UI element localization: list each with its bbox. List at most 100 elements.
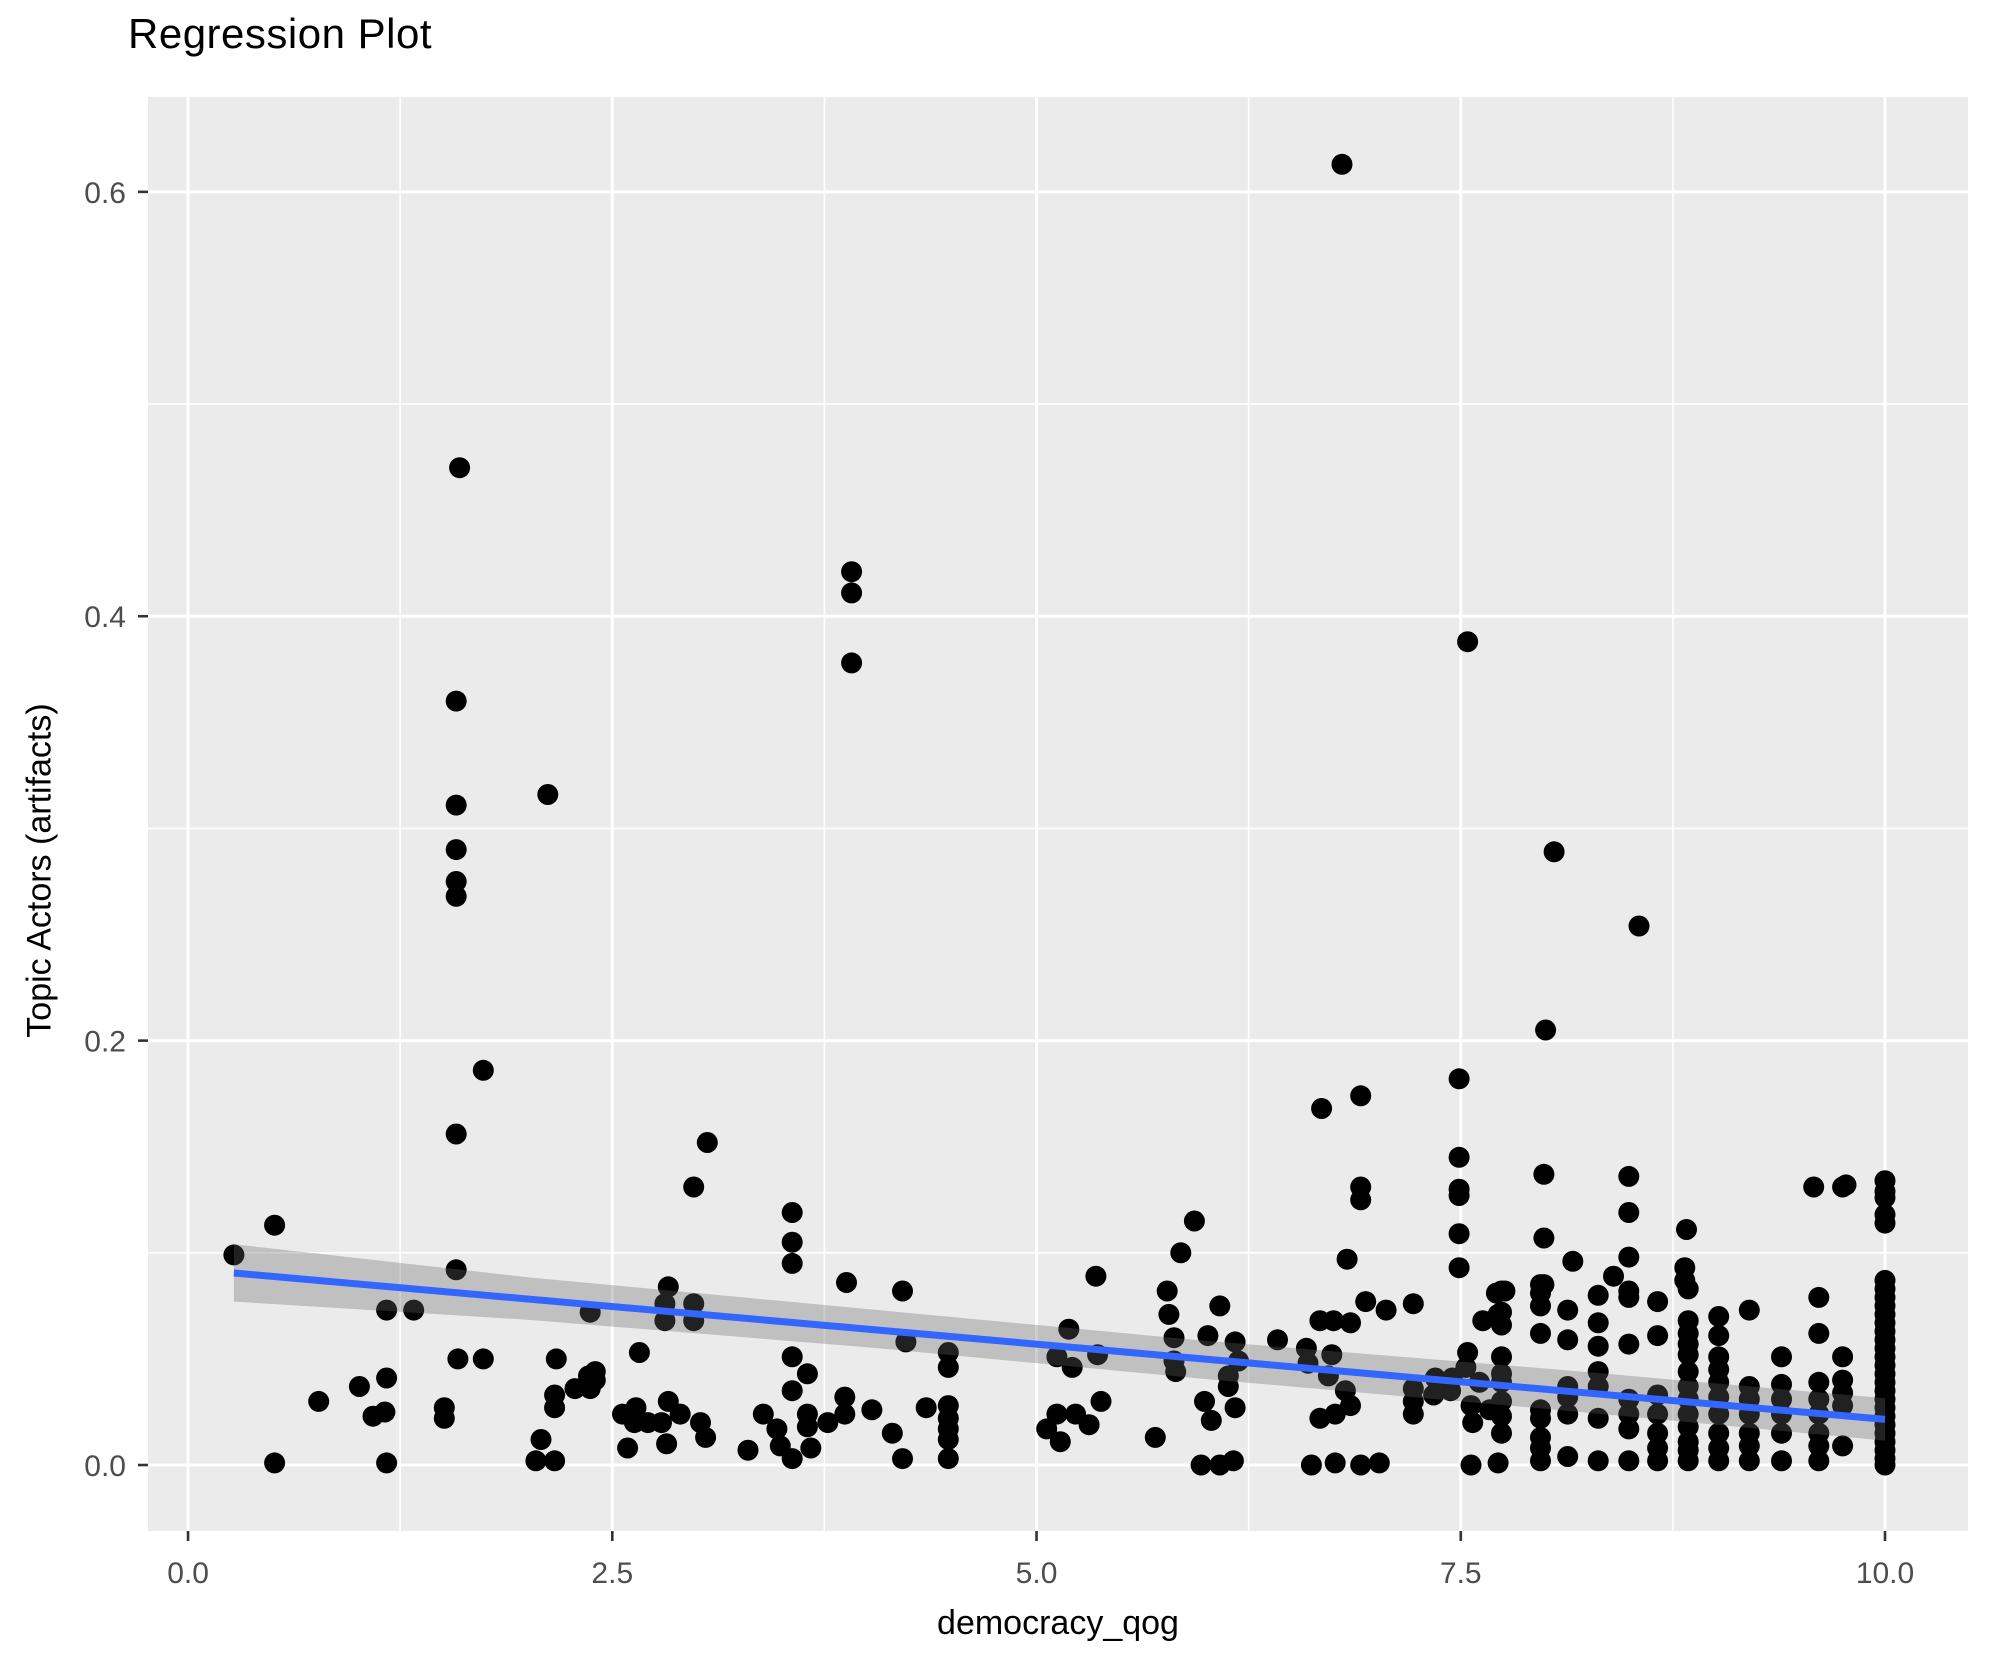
scatter-point xyxy=(1209,1295,1231,1317)
scatter-point xyxy=(1491,1390,1512,1412)
x-tick-label: 10.0 xyxy=(1856,1557,1914,1590)
x-axis-title: democracy_qog xyxy=(937,1604,1179,1642)
scatter-point xyxy=(1448,1185,1470,1206)
scatter-point xyxy=(1628,915,1650,937)
scatter-point xyxy=(683,1293,705,1315)
scatter-point xyxy=(1402,1403,1424,1425)
scatter-point xyxy=(1738,1450,1760,1472)
scatter-point xyxy=(1323,1310,1344,1332)
y-tick-label: 0.2 xyxy=(84,1026,126,1059)
scatter-point xyxy=(376,1452,398,1474)
scatter-point xyxy=(1677,1450,1699,1472)
scatter-point xyxy=(834,1403,856,1425)
scatter-point xyxy=(1738,1299,1760,1321)
scatter-point xyxy=(1311,1098,1333,1119)
scatter-point xyxy=(781,1448,803,1470)
scatter-point xyxy=(1530,1322,1551,1344)
scatter-point xyxy=(1808,1388,1830,1410)
scatter-point xyxy=(348,1376,370,1397)
scatter-point xyxy=(1587,1284,1609,1306)
scatter-point xyxy=(1557,1299,1579,1321)
scatter-point xyxy=(1618,1403,1640,1425)
scatter-point xyxy=(1530,1295,1551,1317)
scatter-point xyxy=(445,690,467,712)
scatter-point xyxy=(1402,1293,1424,1315)
scatter-point xyxy=(525,1450,547,1472)
scatter-point xyxy=(1533,1163,1555,1185)
scatter-point xyxy=(1808,1286,1830,1308)
scatter-point xyxy=(800,1437,822,1459)
scatter-point xyxy=(834,1386,856,1408)
scatter-point xyxy=(1647,1403,1669,1425)
scatter-point xyxy=(1557,1329,1579,1351)
scatter-point xyxy=(544,1397,566,1419)
x-tick-label: 2.5 xyxy=(591,1557,633,1590)
scatter-point xyxy=(584,1369,606,1391)
scatter-point xyxy=(1300,1454,1322,1476)
scatter-point xyxy=(374,1401,396,1423)
scatter-point xyxy=(1163,1327,1185,1349)
scatter-point xyxy=(1046,1403,1068,1425)
scatter-point xyxy=(1036,1418,1058,1440)
scatter-point xyxy=(1194,1390,1215,1412)
scatter-point xyxy=(223,1244,245,1266)
scatter-point xyxy=(1336,1248,1358,1270)
scatter-point xyxy=(472,1348,494,1370)
scatter-point xyxy=(1771,1388,1792,1410)
scatter-point xyxy=(696,1132,718,1153)
scatter-point xyxy=(1587,1361,1609,1383)
scatter-point xyxy=(544,1450,566,1472)
scatter-point xyxy=(530,1429,552,1450)
scatter-point xyxy=(1331,153,1353,175)
scatter-point xyxy=(1835,1174,1857,1196)
axis-ticks xyxy=(138,190,1887,1541)
scatter-point xyxy=(1832,1346,1854,1368)
scatter-point xyxy=(937,1448,959,1470)
scatter-point xyxy=(1771,1422,1792,1444)
scatter-point xyxy=(1462,1412,1484,1434)
scatter-point xyxy=(1618,1418,1640,1440)
scatter-point xyxy=(1808,1435,1830,1457)
scatter-point xyxy=(1491,1346,1512,1368)
scatter-point xyxy=(1587,1450,1609,1472)
scatter-point xyxy=(1222,1450,1244,1472)
scatter-point xyxy=(1535,1019,1557,1041)
y-tick-label: 0.0 xyxy=(84,1450,126,1483)
scatter-point xyxy=(445,794,467,816)
scatter-point xyxy=(445,839,467,861)
scatter-point xyxy=(1557,1403,1579,1425)
scatter-point xyxy=(449,457,471,479)
scatter-point xyxy=(1049,1431,1071,1453)
scatter-point xyxy=(1440,1380,1462,1402)
scatter-point xyxy=(657,1276,679,1298)
regression-line xyxy=(233,1269,1886,1423)
scatter-point xyxy=(445,871,467,892)
scatter-point xyxy=(1618,1246,1640,1268)
scatter-point xyxy=(1355,1291,1377,1313)
scatter-point xyxy=(1587,1407,1609,1429)
scatter-point xyxy=(1197,1325,1219,1347)
scatter-point xyxy=(1677,1278,1699,1300)
scatter-point xyxy=(1530,1407,1551,1429)
scatter-point xyxy=(895,1331,917,1353)
scatter-point xyxy=(937,1356,959,1378)
scatter-point xyxy=(1738,1435,1760,1457)
major-gridlines xyxy=(148,97,1968,1531)
scatter-point xyxy=(781,1231,803,1253)
scatter-point xyxy=(841,561,863,583)
scatter-point xyxy=(1708,1306,1730,1327)
scatter-point xyxy=(1533,1227,1555,1249)
scatter-point xyxy=(625,1397,647,1419)
scatter-point xyxy=(1487,1452,1509,1474)
scatter-point xyxy=(1874,1454,1896,1476)
scatter-point xyxy=(861,1399,883,1421)
scatter-point xyxy=(817,1412,839,1434)
scatter-point xyxy=(1460,1454,1482,1476)
scatter-point xyxy=(445,885,467,907)
scatter-point xyxy=(1771,1373,1792,1395)
scatter-point xyxy=(1603,1265,1624,1287)
tick-labels: 0.0 2.5 5.0 7.5 10.0 0.0 0.2 0.4 0.6 xyxy=(84,177,1914,1590)
scatter-point xyxy=(1808,1322,1830,1344)
